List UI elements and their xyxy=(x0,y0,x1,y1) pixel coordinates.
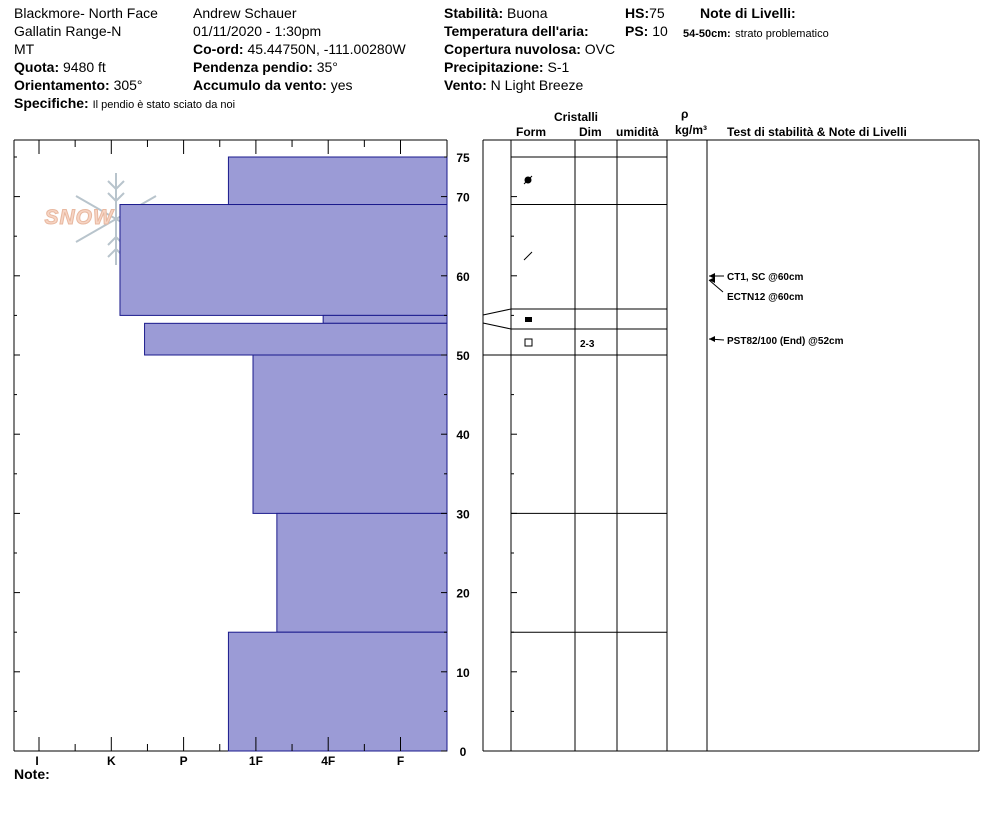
notes-label: Note: xyxy=(14,766,50,782)
y-tick-label-0: 0 xyxy=(460,745,467,759)
test-result-arrow-0 xyxy=(709,273,715,279)
ps: PS: 10 xyxy=(625,22,668,40)
elevation-label: Quota: xyxy=(14,59,60,75)
elevation-value: 9480 ft xyxy=(63,59,106,75)
faceted-icon xyxy=(525,317,532,322)
y-tick-label-50: 50 xyxy=(456,349,470,363)
y-tick-label-10: 10 xyxy=(456,666,470,680)
test-result-leader-1 xyxy=(708,279,724,293)
x-tick-label-P: P xyxy=(180,754,188,768)
y-tick-label-70: 70 xyxy=(456,191,470,205)
ps-value: 10 xyxy=(652,23,668,39)
air-temp: Temperatura dell'aria: xyxy=(444,22,589,40)
layer-note-text: strato problematico xyxy=(735,28,829,40)
specifics: Specifiche: Il pendio è stato sciato da … xyxy=(14,94,235,114)
graupel-icon xyxy=(523,175,533,185)
cloud-cover: Copertura nuvolosa: OVC xyxy=(444,40,615,58)
y-tick-label-40: 40 xyxy=(456,428,470,442)
slope-angle: Pendenza pendio: 35° xyxy=(193,58,338,76)
x-tick-label-4F: 4F xyxy=(321,754,335,768)
hardness-bar-6 xyxy=(227,631,448,752)
graupel-stroke xyxy=(523,175,533,185)
x-tick-label-I: I xyxy=(35,754,38,768)
hs-label: HS: xyxy=(625,5,650,21)
col-dim: Dim xyxy=(579,125,602,139)
col-tests: Test di stabilità & Note di Livelli xyxy=(727,125,907,139)
hardness-bar-0 xyxy=(227,156,448,206)
col-density-unit: kg/m³ xyxy=(675,123,708,137)
test-result-arrow-1 xyxy=(709,277,715,283)
coord-label: Co-ord: xyxy=(193,41,244,57)
col-density-symbol: ρ xyxy=(681,107,689,121)
hs: HS:75 xyxy=(625,4,665,22)
x-tick-label-1F: 1F xyxy=(249,754,263,768)
hardness-bar-4 xyxy=(252,354,448,514)
specifics-label: Specifiche: xyxy=(14,95,89,111)
wind-loading: Accumulo da vento: yes xyxy=(193,76,352,94)
wind: Vento: N Light Breeze xyxy=(444,76,583,94)
coordinates: Co-ord: 45.44750N, -111.00280W xyxy=(193,40,406,58)
stability: Stabilità: Buona xyxy=(444,4,548,22)
wind-label: Vento: xyxy=(444,77,487,93)
wind-loading-label: Accumulo da vento: xyxy=(193,77,327,93)
hardness-bar-3 xyxy=(144,322,448,356)
y-tick-label-60: 60 xyxy=(456,270,470,284)
hardness-bar-5 xyxy=(276,512,448,633)
elevation: Quota: 9480 ft xyxy=(14,58,106,76)
stability-label: Stabilità: xyxy=(444,5,504,21)
slope-label: Pendenza pendio: xyxy=(193,59,313,75)
x-tick-label-F: F xyxy=(397,754,404,768)
connector-upper xyxy=(482,308,512,316)
location-name: Blackmore- North Face xyxy=(14,5,158,21)
cloud-value: OVC xyxy=(584,41,616,57)
depth-hoar-icon xyxy=(524,338,533,347)
test-result-label-0: CT1, SC @60cm xyxy=(727,272,804,283)
x-tick-label-K: K xyxy=(107,754,116,768)
test-result-label-1: ECTN12 @60cm xyxy=(727,292,804,303)
wind-loading-value: yes xyxy=(330,77,353,93)
aspect-label: Orientamento: xyxy=(14,77,110,93)
layer-notes-title: Note di Livelli: xyxy=(700,5,796,21)
state: MT xyxy=(14,41,35,57)
test-result-2: PST82/100 (End) @52cm xyxy=(708,336,844,347)
aspect: Orientamento: 305° xyxy=(14,76,143,94)
observation-datetime: 01/11/2020 - 1:30pm xyxy=(193,23,322,39)
hardness-bar-2 xyxy=(322,314,448,324)
cloud-label: Copertura nuvolosa: xyxy=(444,41,581,57)
decomposed-icon xyxy=(523,251,533,261)
wind-value: N Light Breeze xyxy=(490,77,584,93)
layer-note: 54-50cm: strato problematico xyxy=(683,24,829,42)
precipitation: Precipitazione: S-1 xyxy=(444,58,569,76)
connector-lower xyxy=(482,322,512,330)
aspect-value: 305° xyxy=(113,77,143,93)
col-crystals: Cristalli xyxy=(554,110,599,124)
mountain-range: Gallatin Range-N xyxy=(14,23,122,39)
ps-label: PS: xyxy=(625,23,649,39)
y-tick-label-30: 30 xyxy=(456,507,470,521)
precip-value: S-1 xyxy=(547,59,570,75)
col-form: Form xyxy=(516,125,546,139)
y-tick-label-20: 20 xyxy=(456,587,470,601)
test-result-label-2: PST82/100 (End) @52cm xyxy=(727,336,844,347)
hardness-bar-1 xyxy=(119,204,448,316)
slope-value: 35° xyxy=(316,59,338,75)
col-moisture: umidità xyxy=(616,125,659,139)
crystal-dim-label: 2-3 xyxy=(580,339,595,350)
y-tick-label-75: 75 xyxy=(456,151,470,165)
test-result-1: ECTN12 @60cm xyxy=(708,277,804,303)
layer-note-depth: 54-50cm: xyxy=(683,28,731,40)
precip-label: Precipitazione: xyxy=(444,59,544,75)
test-result-0: CT1, SC @60cm xyxy=(709,272,804,283)
hs-value: 75 xyxy=(649,5,665,21)
stability-value: Buona xyxy=(507,5,548,21)
air-temp-label: Temperatura dell'aria: xyxy=(444,23,589,39)
observer-name: Andrew Schauer xyxy=(193,5,297,21)
coord-value: 45.44750N, -111.00280W xyxy=(247,41,406,57)
specifics-value: Il pendio è stato sciato da noi xyxy=(92,99,236,111)
test-result-arrow-2 xyxy=(709,336,715,342)
